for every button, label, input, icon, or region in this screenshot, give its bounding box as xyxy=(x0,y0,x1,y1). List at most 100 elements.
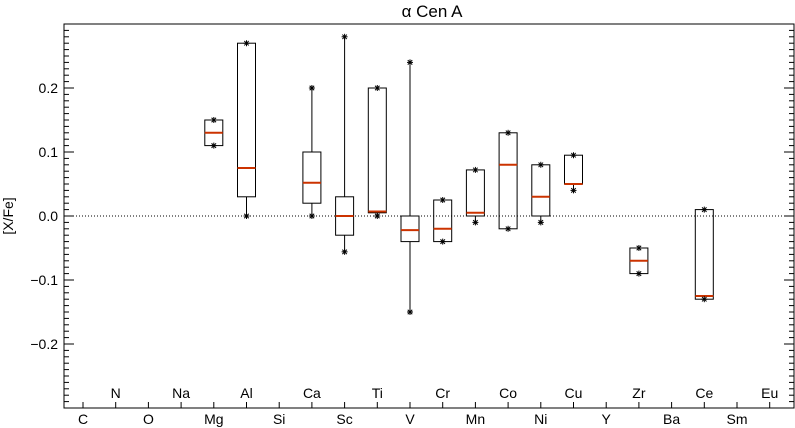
max-marker-y xyxy=(635,245,642,251)
element-label-sc: Sc xyxy=(336,411,352,427)
y-tick-label: −0.1 xyxy=(30,272,58,288)
max-marker-na xyxy=(210,117,217,123)
major-ticks: −0.2 −0.1 0.0 0.1 0.2 xyxy=(30,80,794,352)
min-marker-na-d2 xyxy=(211,142,217,149)
element-label-y: Y xyxy=(602,411,612,427)
element-label-n: N xyxy=(111,385,121,401)
y-tick-label: 0.2 xyxy=(39,80,59,96)
min-marker-mg xyxy=(243,213,250,219)
max-marker-co xyxy=(537,161,544,168)
max-marker-ti xyxy=(407,59,413,66)
box-ni xyxy=(564,152,583,194)
box-cr xyxy=(465,166,485,226)
element-label-ca: Ca xyxy=(303,385,321,401)
min-marker-ti-d2 xyxy=(407,309,413,315)
min-marker-ca xyxy=(341,248,348,255)
box-y xyxy=(629,245,649,277)
min-marker-ni xyxy=(570,187,577,194)
y-tick-label: −0.2 xyxy=(30,336,58,352)
max-marker-mg-d2 xyxy=(243,40,250,46)
max-marker-ni-d2 xyxy=(570,152,577,158)
iqr-box-co xyxy=(531,164,551,217)
element-label-sm: Sm xyxy=(727,411,748,427)
min-marker-si xyxy=(308,213,315,219)
iqr-box-mn xyxy=(498,132,518,230)
box-na xyxy=(204,117,224,149)
max-marker-v xyxy=(439,197,446,203)
min-marker-v xyxy=(439,238,446,245)
y-tick-label: 0.1 xyxy=(39,144,59,160)
min-marker-si-d2 xyxy=(309,213,315,219)
min-marker-ni-d2 xyxy=(570,187,577,194)
max-marker-sc-d2 xyxy=(374,85,380,91)
boxes-layer xyxy=(204,33,714,315)
plot-frame xyxy=(63,23,795,409)
box-ti xyxy=(400,59,420,315)
min-marker-ca-d2 xyxy=(341,249,348,255)
element-label-al: Al xyxy=(240,385,252,401)
min-marker-co xyxy=(537,219,544,226)
element-label-ti: Ti xyxy=(372,385,383,401)
iqr-box-v xyxy=(433,199,453,243)
max-marker-ca xyxy=(341,33,348,40)
max-marker-mg xyxy=(243,40,250,47)
min-marker-sc-d2 xyxy=(374,213,380,219)
max-marker-y-d2 xyxy=(636,245,642,251)
min-marker-mn-d2 xyxy=(505,226,511,232)
max-marker-sc xyxy=(374,85,381,91)
element-label-na: Na xyxy=(172,385,190,401)
min-marker-y xyxy=(635,270,642,277)
y-axis-label: [X/Fe] xyxy=(0,197,16,234)
element-label-c: C xyxy=(78,411,88,427)
min-marker-cr-d2 xyxy=(472,219,479,226)
min-marker-mn xyxy=(505,225,512,232)
iqr-box-ba xyxy=(694,209,714,300)
max-marker-na-d2 xyxy=(211,117,217,123)
chart-title: α Cen A xyxy=(402,2,464,21)
box-ba xyxy=(694,206,714,303)
element-label-v: V xyxy=(405,411,415,427)
element-label-zr: Zr xyxy=(632,385,646,401)
min-marker-ba xyxy=(701,296,708,303)
max-marker-ba-d2 xyxy=(701,206,707,213)
iqr-box-mg xyxy=(237,42,256,198)
min-marker-cr xyxy=(472,219,479,226)
box-mn xyxy=(498,129,518,232)
box-co xyxy=(531,161,551,226)
element-labels: C O Mg Si Sc V Mn Ni Y Ba Sm N Na Al Ca Ti Cr Co Cu Zr Ce Eu xyxy=(78,385,778,427)
min-marker-ba-d2 xyxy=(701,296,707,302)
box-v xyxy=(433,197,453,245)
iqr-box-ti xyxy=(400,215,420,243)
iqr-box-si xyxy=(302,151,322,204)
box-mg xyxy=(237,40,256,219)
min-marker-na xyxy=(210,142,217,149)
box-sc xyxy=(367,85,387,219)
max-marker-v-d2 xyxy=(440,197,446,203)
minor-ticks xyxy=(64,29,794,403)
element-label-ce: Ce xyxy=(695,385,713,401)
element-label-ba: Ba xyxy=(663,411,680,427)
max-marker-ni xyxy=(570,152,577,159)
iqr-box-ni xyxy=(564,154,583,185)
min-marker-v-d2 xyxy=(440,238,446,245)
element-label-mg: Mg xyxy=(204,411,223,427)
min-marker-co-d2 xyxy=(538,219,544,226)
element-label-co: Co xyxy=(499,385,517,401)
max-marker-cr-d2 xyxy=(472,167,479,173)
max-marker-ba xyxy=(701,206,708,213)
max-marker-co-d2 xyxy=(538,162,544,168)
box-ca xyxy=(335,33,355,255)
element-label-eu: Eu xyxy=(761,385,778,401)
element-label-si: Si xyxy=(273,411,285,427)
element-label-ni: Ni xyxy=(534,411,547,427)
iqr-box-sc xyxy=(367,87,387,214)
max-marker-ti-d2 xyxy=(407,59,413,66)
max-marker-mn-d2 xyxy=(505,130,511,136)
max-marker-mn xyxy=(505,129,512,136)
min-marker-mg-d2 xyxy=(243,213,250,219)
element-label-cu: Cu xyxy=(565,385,583,401)
y-tick-label: 0.0 xyxy=(39,208,59,224)
min-marker-ti xyxy=(407,309,413,315)
iqr-box-cr xyxy=(465,169,485,217)
